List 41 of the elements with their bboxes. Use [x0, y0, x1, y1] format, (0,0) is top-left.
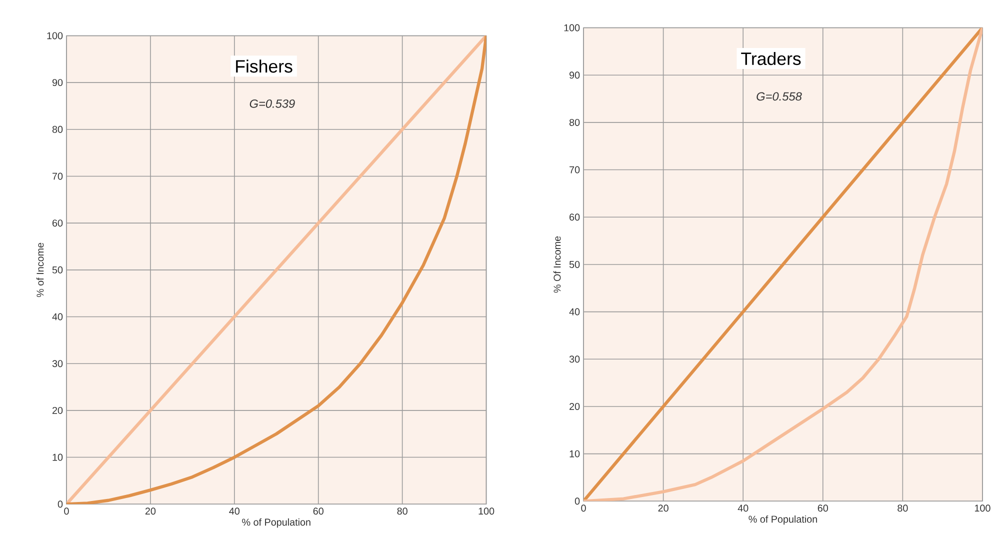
y-tick-label: 90: [52, 79, 63, 86]
y-tick-label: 30: [569, 356, 580, 363]
y-tick-label: 60: [52, 220, 63, 227]
x-tick-label: 40: [229, 508, 240, 515]
x-tick-label: 100: [974, 504, 990, 512]
y-tick-label: 0: [574, 498, 580, 505]
y-tick-label: 70: [570, 166, 580, 174]
y-tick-label: 80: [52, 126, 63, 134]
x-tick-label: 20: [145, 508, 156, 515]
y-tick-label: 50: [52, 266, 63, 274]
x-axis-title: % of Population: [748, 516, 817, 525]
annotation: G=0.558: [756, 92, 802, 101]
y-tick-label: 70: [52, 172, 63, 180]
y-tick-label: 100: [47, 32, 63, 40]
x-tick-label: 0: [64, 508, 69, 515]
x-tick-label: 0: [581, 504, 586, 512]
y-axis-title: % of Income: [36, 243, 44, 298]
x-axis-title: % of Population: [242, 518, 310, 528]
x-tick-label: 60: [313, 508, 324, 515]
y-tick-label: 50: [569, 261, 580, 268]
y-tick-label: 40: [52, 313, 63, 320]
annotation: G=0.539: [250, 100, 295, 108]
y-tick-label: 90: [570, 72, 580, 79]
y-tick-label: 80: [569, 119, 580, 126]
x-tick-label: 80: [898, 504, 908, 512]
x-tick-label: 20: [658, 504, 668, 512]
y-tick-label: 40: [569, 308, 580, 316]
text: Fishers: [236, 60, 292, 73]
y-axis-title: % Of Income: [553, 236, 561, 293]
y-tick-label: 30: [52, 360, 63, 368]
y-tick-label: 10: [52, 454, 63, 461]
y-tick-label: 20: [52, 407, 63, 414]
x-tick-label: 40: [738, 504, 748, 512]
y-tick-label: 60: [570, 214, 580, 221]
y-tick-label: 100: [564, 24, 580, 32]
x-tick-label: 100: [478, 508, 494, 515]
text: Traders: [741, 52, 801, 66]
y-tick-label: 20: [570, 403, 580, 410]
x-tick-label: 80: [397, 508, 408, 515]
x-tick-label: 60: [818, 504, 828, 512]
y-tick-label: 10: [570, 450, 580, 458]
